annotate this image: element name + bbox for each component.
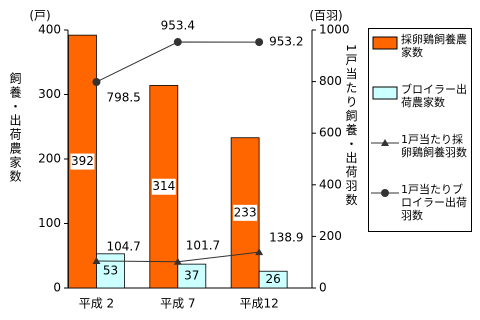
bar-value-label: 53 <box>103 263 118 277</box>
marker <box>92 256 101 264</box>
line-value-label: 138.9 <box>269 231 303 245</box>
bar-value-label: 26 <box>265 272 280 286</box>
legend-marker <box>381 189 389 197</box>
y-tick-label: 0 <box>53 281 61 295</box>
legend-item: 1戸当たり採卵鶏飼養羽数 <box>369 133 473 183</box>
legend-icon <box>371 189 399 197</box>
legend-swatch <box>372 36 398 50</box>
y2-tick-label: 600 <box>319 126 342 140</box>
x-tick-label: 平成 7 <box>160 297 195 311</box>
bar-value-label: 37 <box>184 269 199 283</box>
legend-label: ブロイラー出荷農家数 <box>401 83 467 109</box>
y-unit: (戸) <box>29 9 50 23</box>
legend-label: 採卵鶏飼養農家数 <box>401 33 467 59</box>
line-value-label: 104.7 <box>106 239 140 253</box>
label-box <box>151 178 176 195</box>
line-value-label: 101.7 <box>186 238 220 252</box>
label-box <box>70 153 95 170</box>
y2-unit: (百羽) <box>309 9 342 23</box>
y2-tick-label: 800 <box>319 74 342 88</box>
bar <box>258 270 288 289</box>
y2-axis-label: 1戸当たり飼養・出荷羽数 <box>344 44 358 208</box>
y-axis-label: 飼養・出荷農家数 <box>8 72 22 184</box>
legend-item: 1戸当たりブロイラー出荷羽数 <box>369 183 473 233</box>
legend-swatch <box>372 86 398 100</box>
marker <box>92 77 101 86</box>
y-tick-label: 200 <box>38 152 61 166</box>
bar-value-label: 314 <box>152 179 175 193</box>
y-tick-label: 100 <box>38 216 61 230</box>
legend-item: ブロイラー出荷農家数 <box>369 83 473 133</box>
legend-icon <box>371 139 399 146</box>
bar-value-label: 233 <box>234 205 257 219</box>
line <box>96 41 260 83</box>
line-value-label: 953.4 <box>161 19 195 33</box>
legend-icon <box>372 36 398 50</box>
line-value-label: 798.5 <box>106 90 140 104</box>
legend-label: 1戸当たりブロイラー出荷羽数 <box>401 183 467 222</box>
y2-tick-label: 200 <box>319 229 342 243</box>
x-tick-label: 平成 2 <box>79 297 114 311</box>
legend-label: 1戸当たり採卵鶏飼養羽数 <box>401 133 467 159</box>
y-tick-label: 300 <box>38 87 61 101</box>
marker <box>255 38 264 47</box>
y2-tick-label: 1000 <box>319 23 350 37</box>
line-value-label: 953.2 <box>269 35 303 49</box>
y2-tick-label: 0 <box>319 281 327 295</box>
bar <box>177 263 207 289</box>
legend: 採卵鶏飼養農家数 ブロイラー出荷農家数 1戸当たり採卵鶏飼養羽数 1戸当たりブロイラー… <box>368 28 472 232</box>
y2-tick-label: 400 <box>319 177 342 191</box>
legend-icon <box>372 86 398 100</box>
legend-marker <box>381 139 389 146</box>
marker <box>173 257 182 265</box>
bar-value-label: 392 <box>71 154 94 168</box>
marker <box>173 38 182 47</box>
x-tick-label: 平成12 <box>239 297 278 311</box>
label-box <box>233 204 258 221</box>
y-tick-label: 400 <box>38 23 61 37</box>
marker <box>255 248 264 256</box>
bar <box>96 253 125 289</box>
legend-item: 採卵鶏飼養農家数 <box>369 33 473 83</box>
